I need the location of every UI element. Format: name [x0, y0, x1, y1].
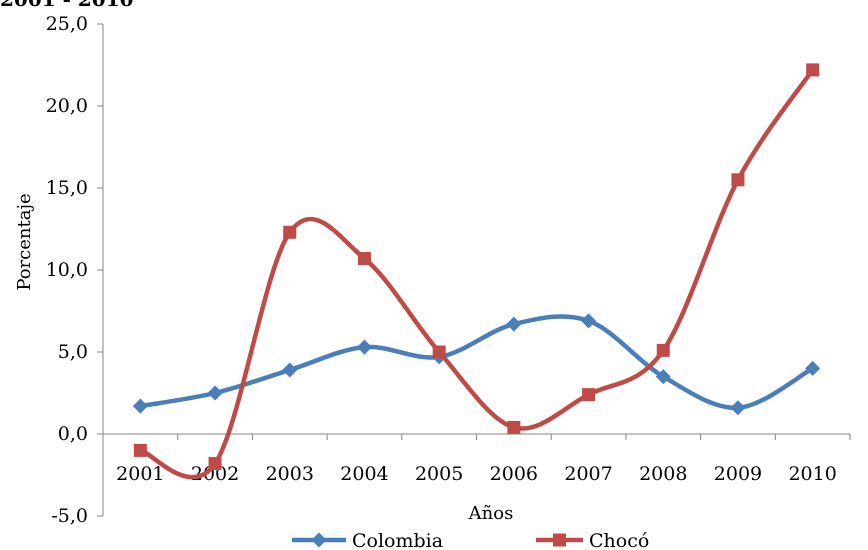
data-point-choc- — [133, 443, 147, 457]
y-tick-label: -5,0 — [51, 505, 88, 527]
legend-item-colombia: Colombia — [292, 530, 443, 550]
legend-marker-choc- — [553, 533, 566, 547]
series-line-choc- — [139, 68, 815, 480]
y-tick-label: 5,0 — [58, 341, 88, 363]
data-point-colombia — [805, 360, 821, 376]
data-point-choc- — [656, 343, 670, 357]
y-axis-ticks: -5,0 0,0 5,0 10,0 15,0 20,0 25,0 — [46, 13, 103, 527]
data-point-colombia — [356, 339, 372, 355]
y-tick-label: 20,0 — [46, 95, 88, 117]
x-tick-label: 2009 — [714, 463, 762, 485]
chart-title: 2001 - 2010 — [0, 0, 134, 11]
legend-marker-colombia — [311, 532, 327, 548]
data-point-choc- — [806, 63, 820, 77]
axes — [102, 24, 850, 516]
y-tick-label: 15,0 — [46, 177, 88, 199]
data-point-colombia — [132, 398, 148, 414]
data-point-colombia — [207, 385, 223, 401]
y-tick-label: 0,0 — [58, 423, 88, 445]
x-tick-label: 2007 — [564, 463, 612, 485]
series-layer — [132, 63, 821, 480]
x-axis-ticks: 2001 2002 2003 2004 2005 2006 2007 2008 2009 2010 — [102, 434, 851, 485]
x-axis-title: Años — [468, 503, 514, 524]
y-tick-label: 25,0 — [46, 13, 88, 35]
series-choc- — [133, 63, 820, 480]
x-tick-label: 2001 — [116, 463, 164, 485]
x-tick-label: 2004 — [340, 463, 388, 485]
x-tick-label: 2002 — [191, 463, 239, 485]
data-point-colombia — [506, 316, 522, 332]
data-point-choc- — [507, 420, 521, 434]
data-point-colombia — [655, 369, 671, 385]
data-point-choc- — [357, 252, 371, 266]
x-tick-label: 2010 — [788, 463, 836, 485]
y-tick-label: 10,0 — [46, 259, 88, 281]
x-tick-label: 2005 — [415, 463, 463, 485]
data-point-colombia — [282, 362, 298, 378]
data-point-choc- — [283, 225, 297, 239]
x-tick-label: 2003 — [266, 463, 314, 485]
data-point-choc- — [432, 345, 446, 359]
series-line-colombia — [139, 314, 814, 411]
legend-label-choc-: Chocó — [589, 530, 649, 550]
legend: Colombia Chocó — [292, 530, 649, 550]
data-point-choc- — [208, 457, 222, 471]
data-point-colombia — [730, 400, 746, 416]
data-point-colombia — [581, 313, 597, 329]
legend-label-colombia: Colombia — [352, 530, 443, 550]
y-axis-title: Porcentaje — [14, 193, 35, 290]
data-point-choc- — [582, 388, 596, 402]
data-point-choc- — [731, 173, 745, 187]
legend-item-choc-: Chocó — [536, 530, 649, 550]
x-tick-label: 2008 — [639, 463, 687, 485]
x-tick-label: 2006 — [490, 463, 538, 485]
